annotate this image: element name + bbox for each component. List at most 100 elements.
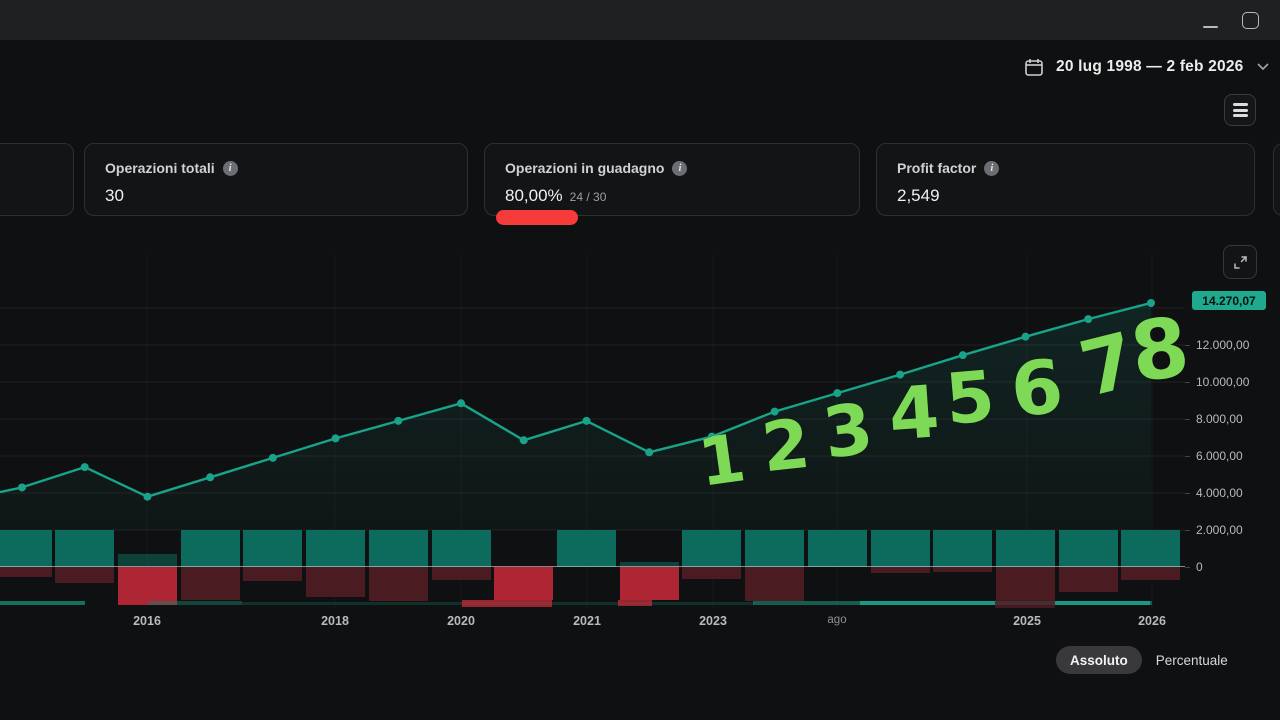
- loss-bar: [745, 567, 805, 602]
- data-point: [770, 407, 779, 416]
- profit-bar: [996, 530, 1056, 567]
- dash-segment: [753, 601, 1152, 605]
- loss-bar: [431, 567, 491, 580]
- info-icon[interactable]: i: [672, 160, 688, 176]
- dash-segment: [462, 600, 552, 607]
- stat-sub-value: 24 / 30: [569, 190, 607, 204]
- red-highlight-annotation: [496, 210, 578, 225]
- loss-bar: [243, 567, 303, 581]
- percent-mode-button[interactable]: Percentuale: [1155, 652, 1228, 668]
- y-axis-label: 6.000,00: [1196, 449, 1243, 463]
- data-point: [582, 416, 591, 425]
- data-point: [1084, 315, 1093, 324]
- title-bar: [0, 0, 1280, 40]
- x-axis-label: 2026: [1138, 614, 1166, 628]
- loss-bar: [1121, 567, 1181, 580]
- profit-bar: [556, 530, 616, 567]
- loss-bar: [933, 567, 993, 572]
- stat-card-winning-trades: Operazioni in guadagno i 80,00% 24 / 30: [484, 143, 860, 216]
- x-axis-label: 2025: [1013, 614, 1041, 628]
- data-point: [80, 463, 89, 472]
- y-axis-label: 0: [1196, 560, 1203, 574]
- stat-card-partial-right: [1273, 143, 1280, 216]
- profit-bar: [745, 530, 805, 567]
- calendar-icon: [1024, 57, 1044, 77]
- stat-value: 30: [105, 186, 124, 205]
- data-point: [331, 434, 340, 443]
- data-point: [206, 473, 215, 482]
- data-point: [519, 436, 528, 445]
- stat-card-partial-left: [0, 143, 74, 216]
- profit-bar: [0, 530, 52, 567]
- profit-bar: [933, 530, 993, 567]
- dash-segment: [618, 600, 652, 606]
- y-axis-label: 10.000,00: [1196, 375, 1250, 389]
- profit-bar: [180, 530, 240, 567]
- zero-axis-line: [0, 566, 1185, 567]
- data-point: [268, 453, 277, 462]
- loss-bar: [870, 567, 930, 573]
- annotation-number-6: 6: [1006, 343, 1068, 435]
- y-axis-label: 4.000,00: [1196, 486, 1243, 500]
- profit-bar: [55, 530, 115, 567]
- loss-bar: [996, 567, 1056, 600]
- maximize-icon[interactable]: [1242, 12, 1259, 29]
- stat-value: 2,549: [897, 186, 940, 205]
- dash-segment: [995, 600, 1055, 608]
- loss-bar: [494, 567, 554, 600]
- y-axis-tick: [1185, 456, 1190, 457]
- dash-segment: [0, 601, 85, 605]
- layout-menu-button[interactable]: [1224, 94, 1256, 126]
- loss-bar: [1058, 567, 1118, 592]
- loss-bar: [55, 567, 115, 583]
- data-point: [896, 370, 905, 379]
- profit-bar: [807, 530, 867, 567]
- profit-bar: [1121, 530, 1181, 567]
- absolute-mode-button[interactable]: Assoluto: [1056, 646, 1142, 674]
- profit-bar: [682, 530, 742, 567]
- rows-icon: [1232, 103, 1248, 106]
- stat-card-total-trades: Operazioni totali i 30: [84, 143, 468, 216]
- x-axis-label: 2016: [133, 614, 161, 628]
- profit-bar: [368, 530, 428, 567]
- annotation-number-1: 1: [693, 419, 751, 502]
- last-value-badge: 14.270,07: [1192, 291, 1266, 310]
- annotation-number-4: 4: [886, 369, 942, 457]
- annotation-number-7: 7: [1071, 314, 1145, 415]
- profit-bar: [870, 530, 930, 567]
- profit-bar: [1058, 530, 1118, 567]
- data-point: [958, 351, 967, 360]
- y-axis-label: 8.000,00: [1196, 412, 1243, 426]
- info-icon[interactable]: i: [222, 160, 238, 176]
- annotation-number-8: 8: [1125, 299, 1195, 402]
- stat-value: 80,00%: [505, 186, 563, 205]
- data-point: [457, 399, 466, 408]
- loss-bar: [180, 567, 240, 600]
- x-axis-label: 2020: [447, 614, 475, 628]
- date-range-picker[interactable]: 20 lug 1998 — 2 feb 2026: [1024, 53, 1269, 81]
- annotation-number-5: 5: [942, 355, 998, 441]
- minimize-icon[interactable]: [1203, 26, 1218, 28]
- date-range-label: 20 lug 1998 — 2 feb 2026: [1056, 58, 1244, 75]
- annotation-number-3: 3: [818, 387, 878, 475]
- y-axis-tick: [1185, 493, 1190, 494]
- fullscreen-button[interactable]: [1223, 245, 1257, 279]
- loss-bar: [306, 567, 366, 597]
- data-point: [143, 492, 152, 501]
- y-axis-tick: [1185, 382, 1190, 383]
- x-axis-label: 2023: [699, 614, 727, 628]
- x-axis-label: ago: [827, 614, 847, 626]
- info-icon[interactable]: i: [984, 160, 1000, 176]
- loss-bar: [0, 567, 52, 577]
- data-point: [1146, 299, 1155, 308]
- loss-bar: [368, 567, 428, 602]
- y-axis-tick: [1185, 419, 1190, 420]
- data-point: [394, 416, 403, 425]
- stat-label: Operazioni totali: [105, 160, 215, 176]
- x-axis-label: 2018: [321, 614, 349, 628]
- expand-icon: [1233, 255, 1248, 270]
- data-point: [645, 448, 654, 457]
